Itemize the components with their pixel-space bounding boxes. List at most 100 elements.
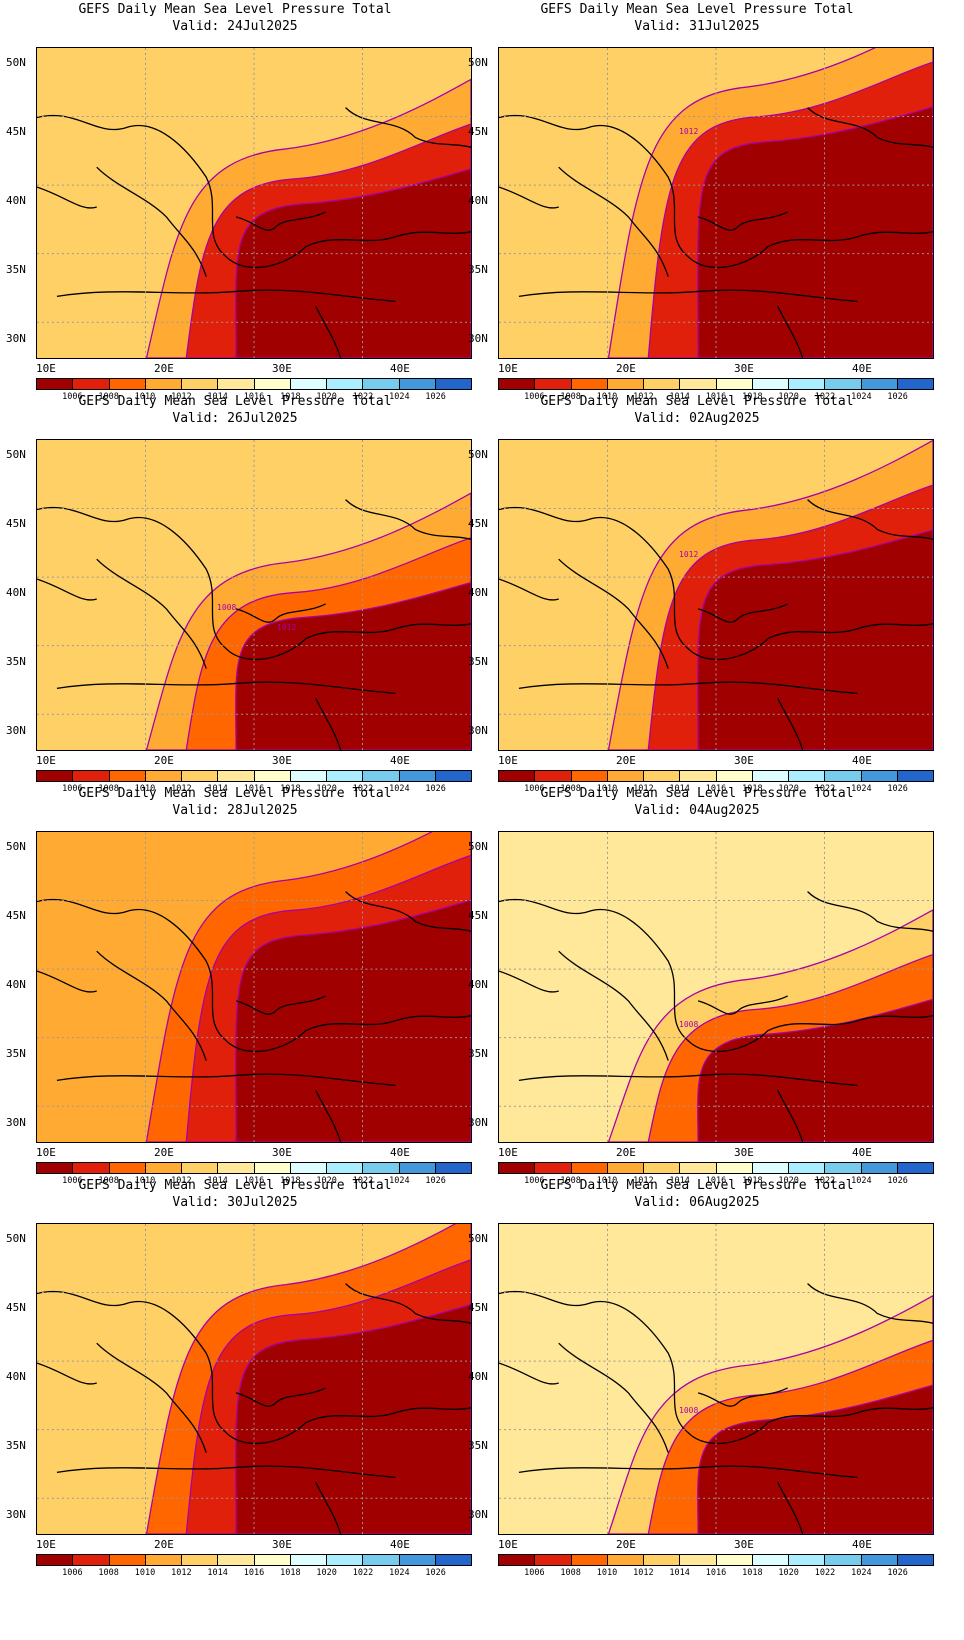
colorbar [498,1554,934,1566]
lat-label: 40N [6,978,26,991]
colorbar-swatch [716,771,753,781]
colorbar-label: 1020 [778,1176,799,1186]
lon-label: 30E [734,362,754,375]
map-panel: GEFS Daily Mean Sea Level Pressure Total… [0,784,472,1192]
colorbar-swatch [897,1163,933,1173]
colorbar-label: 1008 [98,784,119,794]
pressure-map [37,1224,471,1534]
colorbar-label: 1008 [560,1176,581,1186]
pressure-map [499,1224,933,1534]
colorbar-swatch [535,1163,572,1173]
coastline [345,107,471,148]
colorbar-label: 1018 [742,784,763,794]
colorbar-swatch [644,1163,681,1173]
lat-label: 50N [468,1232,488,1245]
colorbar-swatch [435,1555,471,1565]
coastline [499,114,933,269]
panel-valid-date: Valid: 28Jul2025 [172,803,298,818]
colorbar-swatch [680,771,717,781]
coastline [518,1073,858,1087]
lon-label: 40E [390,1538,410,1551]
lat-label: 30N [6,724,26,737]
colorbar-swatch [109,1163,146,1173]
colorbar-swatch [363,379,400,389]
map-frame: 1008 1012 [36,439,472,751]
colorbar-label: 1006 [524,784,545,794]
lon-label: 30E [272,754,292,767]
coastline [697,995,788,1015]
coastline [56,681,396,695]
colorbar-label: 1010 [596,392,618,402]
lat-label: 50N [6,448,26,461]
contour-label: 1012 [277,623,297,633]
pressure-map [499,440,933,750]
colorbar-label: 1024 [389,392,410,402]
colorbar-swatch [535,379,572,389]
panel-valid-date: Valid: 02Aug2025 [634,411,760,426]
colorbar-swatch [254,771,291,781]
pressure-map [37,440,471,750]
coastline [315,1090,342,1142]
colorbar-swatch [399,1163,436,1173]
colorbar-label: 1006 [524,1568,545,1578]
lon-label: 30E [272,1146,292,1159]
colorbar-label: 1022 [814,1568,836,1578]
lon-label: 10E [498,1146,518,1159]
coastline [37,1362,97,1385]
map-frame [36,1223,472,1535]
colorbar [498,770,934,782]
colorbar-label: 1014 [669,1176,690,1186]
colorbar-swatch [290,1555,327,1565]
colorbar-label: 1014 [207,1568,228,1578]
coastline [235,211,326,231]
colorbar-swatch [182,1555,219,1565]
colorbar-label: 1018 [742,1568,763,1578]
coastline [558,1342,669,1453]
map-frame [36,47,472,359]
coastline [558,950,669,1061]
colorbar-label: 1022 [814,1176,836,1186]
coastline [235,603,326,623]
colorbar-label: 1026 [425,1568,446,1578]
colorbar-swatch [825,771,862,781]
colorbar-swatch [73,379,110,389]
map-frame: 1012 [498,439,934,751]
contour-label: 1012 [679,127,699,137]
colorbar-swatch [363,771,400,781]
colorbar-label: 1014 [207,392,228,402]
colorbar-swatch [752,771,789,781]
colorbar-swatch [789,771,826,781]
coastline [345,891,471,932]
lat-label: 45N [468,125,488,138]
colorbar-swatch [254,1555,291,1565]
coastline [37,898,471,1053]
colorbar-swatch [680,1555,717,1565]
panel-valid-date: Valid: 04Aug2025 [634,803,760,818]
coastline [777,306,804,358]
colorbar-label: 1024 [851,392,872,402]
lat-label: 40N [468,1370,488,1383]
colorbar-label: 1016 [705,392,727,402]
colorbar-swatch [145,771,182,781]
pressure-map [499,48,933,358]
lat-label: 35N [468,655,488,668]
lon-label: 30E [272,1538,292,1551]
colorbar-label: 1018 [280,1568,301,1578]
lat-label: 50N [6,56,26,69]
colorbar-swatch [644,771,681,781]
colorbar-label: 1006 [62,784,83,794]
colorbar-swatch [218,379,255,389]
colorbar-swatch [290,771,327,781]
coastline [499,970,559,993]
colorbar-swatch [716,1163,753,1173]
map-panel: GEFS Daily Mean Sea Level Pressure Total… [462,392,934,800]
colorbar-label: 1018 [280,392,301,402]
colorbar-label: 1012 [171,1568,192,1578]
map-frame: 1008 [498,1223,934,1535]
coastline [37,186,97,209]
colorbar-label: 1012 [171,784,192,794]
colorbar-swatch [861,771,898,781]
colorbar-swatch [825,1555,862,1565]
lon-label: 20E [154,1538,174,1551]
colorbar-label: 1016 [705,1568,727,1578]
